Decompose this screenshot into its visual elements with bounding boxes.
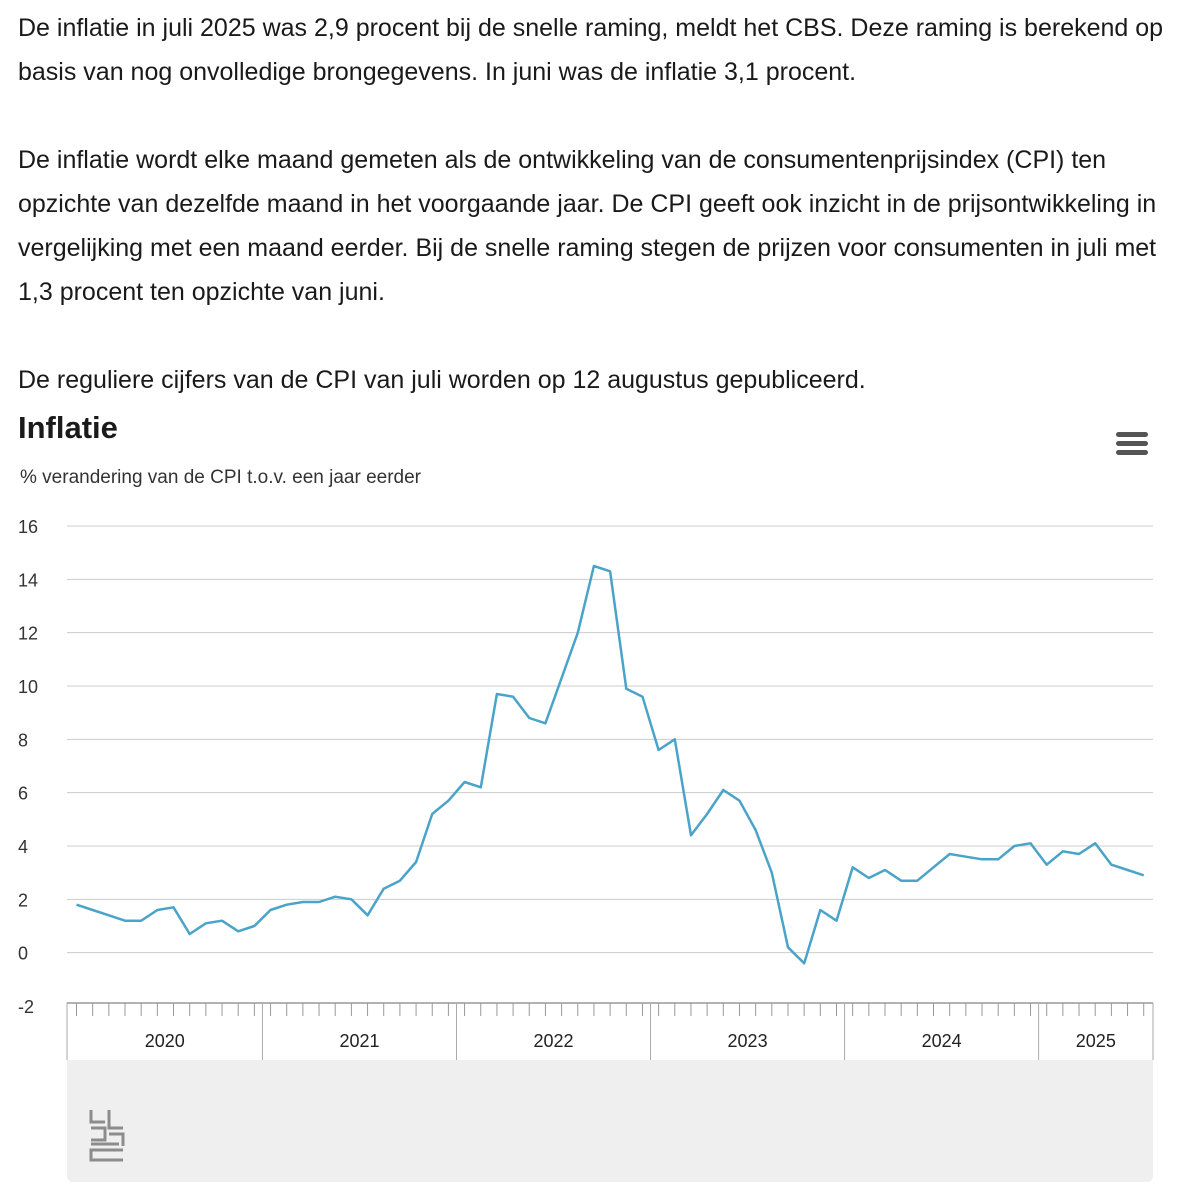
paragraph: De reguliere cijfers van de CPI van juli… xyxy=(18,366,866,394)
x-year-label: 2021 xyxy=(339,1031,379,1051)
cbs-logo xyxy=(89,1110,125,1162)
y-tick-label: 4 xyxy=(18,837,28,857)
series-line-inflatie xyxy=(76,564,1145,965)
y-tick-label: 10 xyxy=(18,677,38,697)
y-tick-label: 8 xyxy=(18,730,28,750)
y-tick-label: 14 xyxy=(18,570,38,590)
x-year-label: 2022 xyxy=(533,1031,573,1051)
y-tick-label: -2 xyxy=(18,997,34,1017)
article-text: De inflatie in juli 2025 was 2,9 procent… xyxy=(18,6,1183,402)
y-tick-label: 6 xyxy=(18,784,28,804)
x-year-label: 2020 xyxy=(145,1031,185,1051)
chart-title: Inflatie xyxy=(18,410,118,445)
x-year-label: 2023 xyxy=(728,1031,768,1051)
y-tick-label: 16 xyxy=(18,517,38,537)
paragraph: De inflatie in juli 2025 was 2,9 procent… xyxy=(18,14,1164,86)
x-year-label: 2025 xyxy=(1076,1031,1116,1051)
chart-subtitle: % verandering van de CPI t.o.v. een jaar… xyxy=(20,467,421,488)
paragraph: De inflatie wordt elke maand gemeten als… xyxy=(18,146,1157,306)
x-year-label: 2024 xyxy=(922,1031,962,1051)
y-tick-label: 0 xyxy=(18,944,28,964)
inflation-line-chart: 16 14 12 10 8 6 4 2 0 -2 2020 2021 2022 2023 2024 2025 xyxy=(18,517,1154,1060)
hamburger-menu-icon[interactable] xyxy=(1112,428,1152,460)
y-tick-label: 12 xyxy=(18,624,38,644)
navigator-panel xyxy=(67,1060,1153,1182)
y-tick-label: 2 xyxy=(18,890,28,910)
